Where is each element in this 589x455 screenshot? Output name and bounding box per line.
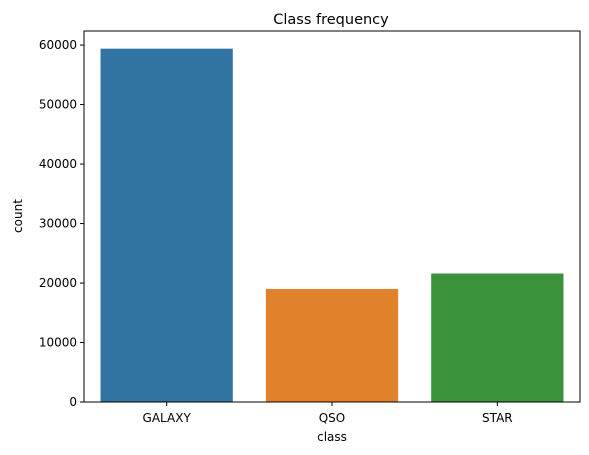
y-tick-label: 20000 bbox=[39, 276, 77, 290]
x-axis-ticks: GALAXY QSO STAR bbox=[143, 402, 513, 425]
chart-title: Class frequency bbox=[273, 12, 389, 28]
y-axis-label: count bbox=[11, 199, 25, 233]
bar-qso bbox=[266, 289, 398, 402]
y-tick-label: 10000 bbox=[39, 336, 77, 350]
x-tick-label: QSO bbox=[319, 411, 346, 425]
bar-star bbox=[431, 274, 563, 402]
bars-group bbox=[101, 49, 564, 402]
x-tick-label: GALAXY bbox=[143, 411, 192, 425]
y-axis-ticks: 0 10000 20000 30000 40000 50000 60000 bbox=[39, 38, 84, 409]
y-tick-label: 0 bbox=[69, 395, 77, 409]
y-tick-label: 40000 bbox=[39, 157, 77, 171]
x-tick-label: STAR bbox=[482, 411, 513, 425]
y-tick-label: 60000 bbox=[39, 38, 77, 52]
x-axis-label: class bbox=[317, 430, 347, 444]
bar-galaxy bbox=[101, 49, 233, 402]
y-tick-label: 50000 bbox=[39, 98, 77, 112]
y-tick-label: 30000 bbox=[39, 217, 77, 231]
